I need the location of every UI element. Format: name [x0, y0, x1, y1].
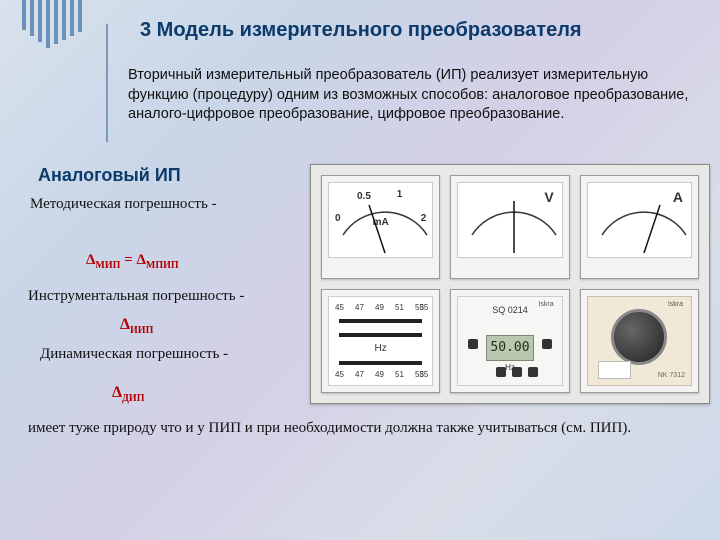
- meter-ma: mA 0 2 0.5 1: [321, 175, 440, 279]
- footer-paragraph: имеет туже природу что и у ПИП и при нео…: [28, 418, 688, 438]
- intro-paragraph: Вторичный измерительный преобразователь …: [128, 66, 690, 125]
- gauge-arc-icon: [588, 183, 700, 263]
- decorative-vertical-line: [106, 24, 108, 142]
- label-instrument-error: Инструментальная погрешность -: [28, 288, 308, 305]
- formula-method-error: ΔМИП = ΔМПИП: [86, 252, 179, 271]
- meter-rotary: Iskra NK 7312: [580, 289, 699, 393]
- meters-panel-image: mA 0 2 0.5 1 V A: [310, 164, 710, 404]
- slide: 3 Модель измерительного преобразователя …: [0, 0, 720, 540]
- meter-v: V: [450, 175, 569, 279]
- meter-a: A: [580, 175, 699, 279]
- formula-dynamic-error: ΔДИП: [112, 384, 144, 404]
- knob-icon: [611, 309, 667, 365]
- formula-instrument-error: ΔИИП: [120, 316, 153, 336]
- gauge-arc-icon: [458, 183, 570, 263]
- meter-digital: SQ 0214 Iskra 50.00 Hz: [450, 289, 569, 393]
- label-method-error: Методическая погрешность -: [30, 196, 290, 213]
- page-title: 3 Модель измерительного преобразователя: [140, 18, 680, 42]
- label-dynamic-error: Динамическая погрешность -: [40, 346, 320, 363]
- section-heading-analog: Аналоговый ИП: [38, 166, 188, 186]
- meter-hz-reed: 45 47 49 51 53 55 Hz 45 47 49 51 53 55: [321, 289, 440, 393]
- decorative-stripes: [22, 0, 82, 70]
- gauge-arc-icon: [329, 183, 441, 263]
